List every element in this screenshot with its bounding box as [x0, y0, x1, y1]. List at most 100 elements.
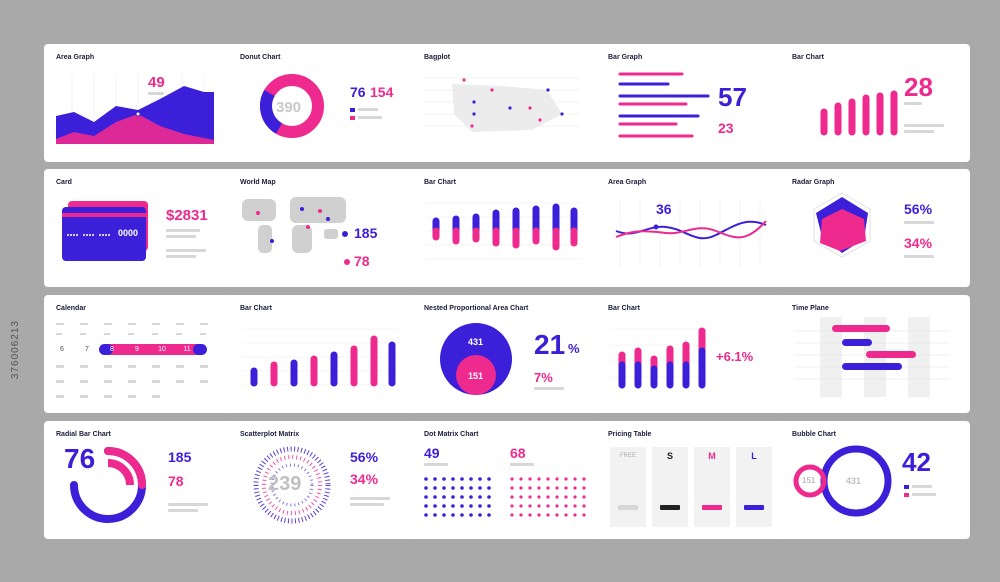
card-card: Card 0000 $2831: [44, 169, 234, 287]
card-title: Bar Chart: [792, 54, 824, 61]
bar-chart-card-4: Bar Chart +6.1%: [596, 295, 786, 413]
scatter-value-2: 34%: [350, 471, 379, 487]
donut-slice-1: [260, 90, 283, 134]
dot-matrix-value-2: 68: [510, 445, 526, 461]
card-title: Time Plane: [792, 305, 829, 312]
bubble-small: 151: [802, 476, 816, 485]
bubble-large: 431: [846, 476, 862, 486]
card-value: $2831: [166, 207, 208, 224]
card-title: Radar Graph: [792, 179, 835, 186]
time-plane-card: Time Plane: [780, 295, 970, 413]
world-map-svg: [242, 197, 346, 253]
bar-chart-svg-1: [820, 90, 898, 136]
world-map-card: World Map 185 78: [228, 169, 418, 287]
card-title: Pricing Table: [608, 431, 652, 438]
nested-outer: 431: [468, 337, 484, 347]
radial-value-2: 78: [168, 473, 184, 489]
card-title: Calendar: [56, 305, 86, 312]
donut-value-2: 154: [370, 84, 394, 100]
card-title: Bar Graph: [608, 54, 643, 61]
plan-l: L: [751, 451, 757, 461]
bar-graph-value-2: 23: [718, 120, 734, 136]
bar-chart-svg-2: [426, 202, 582, 260]
bar-chart-4-value: +6.1%: [716, 349, 754, 364]
card-title: Bubble Chart: [792, 431, 836, 438]
bar-chart-svg-4: [610, 327, 706, 389]
card-title: Nested Proportional Area Chart: [424, 305, 529, 312]
bar-chart-card-1: Bar Chart 28: [780, 44, 970, 162]
card-title: Radial Bar Chart: [56, 431, 111, 438]
dot-matrix-value-1: 49: [424, 445, 440, 461]
bubble-card: Bubble Chart 151 431 42: [780, 421, 970, 539]
bagplot-svg: [426, 77, 580, 132]
bar-chart-svg-3: [242, 328, 398, 387]
stock-id: 376006213: [10, 320, 21, 380]
bar-graph-card: Bar Graph 57 23: [596, 44, 786, 162]
credit-card-svg: [62, 201, 148, 261]
radial-center: 76: [64, 443, 96, 474]
nested-area-svg: [440, 323, 512, 395]
bar-chart-value: 28: [904, 72, 933, 102]
donut-card: Donut Chart 390 76 154: [228, 44, 418, 162]
donut-value-1: 76: [350, 84, 366, 100]
bar-chart-card-3: Bar Chart: [228, 295, 418, 413]
scatter-matrix-card: Scatterplot Matrix 239 56% 34%: [228, 421, 418, 539]
card-number: 0000: [118, 228, 139, 238]
bubble-svg: [793, 445, 892, 517]
card-title: Scatterplot Matrix: [240, 431, 300, 438]
area-graph-card-1: Area Graph 49: [44, 44, 234, 162]
calendar-card: Calendar 6 7 8 9 10 11 12: [44, 295, 234, 413]
bubble-value: 42: [902, 447, 931, 477]
radial-bar-card: Radial Bar Chart 76 185 78: [44, 421, 234, 539]
line-series-2: [615, 220, 767, 239]
radial-bar-svg: [70, 447, 146, 523]
world-map-value-1: 185: [354, 225, 378, 241]
radial-value-1: 185: [168, 449, 192, 465]
nested-area-card: Nested Proportional Area Chart 431 151 2…: [412, 295, 602, 413]
scatter-center: 239: [268, 473, 302, 495]
scatter-matrix-svg: [253, 446, 331, 524]
area-series-2: [56, 114, 214, 144]
scatter-value-1: 56%: [350, 449, 379, 465]
donut-center: 390: [276, 99, 302, 116]
card-title: Area Graph: [56, 54, 95, 61]
calendar-grid: [56, 323, 208, 398]
card-title: Bagplot: [424, 54, 451, 61]
nested-inner: 151: [468, 371, 484, 381]
nested-unit: %: [568, 341, 580, 356]
card-title: Dot Matrix Chart: [424, 431, 479, 438]
plan-m: M: [708, 451, 716, 461]
radar-card: Radar Graph 56% 34%: [780, 169, 970, 287]
card-title: Bar Chart: [424, 179, 456, 186]
s-buy-button[interactable]: [660, 505, 680, 510]
area-value: 49: [148, 74, 165, 91]
plan-s: S: [666, 451, 673, 461]
area-graph-card-2: Area Graph 36: [596, 169, 786, 287]
free-buy-button[interactable]: [618, 505, 638, 510]
card-title: Card: [56, 179, 72, 186]
card-title: Bar Chart: [608, 305, 640, 312]
area-series-1: [56, 86, 214, 144]
m-buy-button[interactable]: [702, 505, 722, 510]
radar-svg: [813, 192, 871, 258]
card-title: World Map: [240, 179, 276, 186]
nested-value-2: 7%: [534, 370, 553, 385]
plan-free: FREE: [619, 453, 636, 459]
line-value: 36: [656, 201, 672, 217]
card-title: Area Graph: [608, 179, 647, 186]
world-map-value-2: 78: [354, 253, 370, 269]
card-title: Donut Chart: [240, 54, 281, 61]
nested-value-1: 21: [534, 329, 566, 360]
pricing-card: Pricing Table FREE S M L: [596, 421, 786, 539]
card-title: Bar Chart: [240, 305, 272, 312]
radar-value-2: 34%: [904, 235, 933, 251]
dot-matrix-card: Dot Matrix Chart 49 68: [412, 421, 602, 539]
radar-value-1: 56%: [904, 201, 933, 217]
dot-matrix-svg: [424, 477, 590, 522]
l-buy-button[interactable]: [744, 505, 764, 510]
time-plane-svg: [794, 317, 950, 397]
donut-svg: [260, 74, 324, 138]
line-graph-svg: [615, 199, 767, 267]
bagplot-card: Bagplot: [412, 44, 602, 162]
bar-graph-value-1: 57: [718, 82, 747, 112]
